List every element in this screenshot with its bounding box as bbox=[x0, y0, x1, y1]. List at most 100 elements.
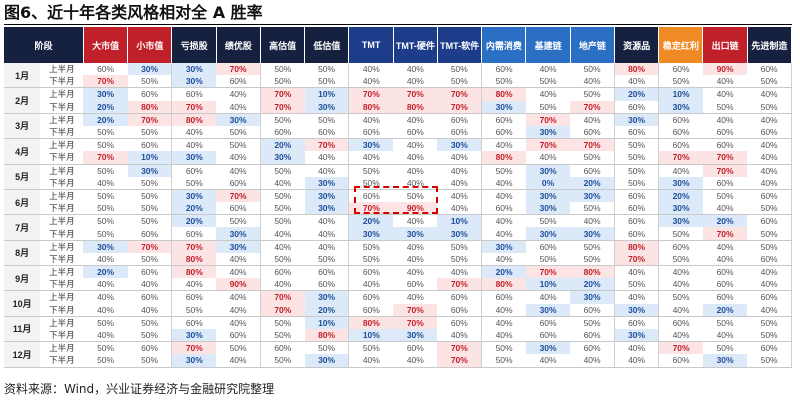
month-label: 10月 bbox=[4, 290, 41, 317]
win-rate-cell: 40% bbox=[304, 240, 350, 253]
win-rate-cell: 50% bbox=[570, 202, 615, 216]
win-rate-cell: 60% bbox=[393, 125, 438, 140]
win-rate-cell: 70% bbox=[171, 100, 217, 114]
win-rate-cell: 50% bbox=[97, 190, 115, 201]
win-rate-cell: 60% bbox=[481, 202, 526, 216]
win-rate-cell: 40% bbox=[304, 151, 350, 165]
win-rate-cell: 50% bbox=[348, 252, 394, 266]
win-rate-cell: 40% bbox=[348, 354, 394, 368]
win-rate-cell: 60% bbox=[570, 303, 615, 317]
win-rate-cell: 90% bbox=[216, 278, 261, 292]
half-label: 上半月 bbox=[40, 290, 84, 304]
win-rate-cell: 20% bbox=[260, 138, 305, 152]
table-row: 下半月 40% 50% 30% 60% 50% 80% 10% 30% 40% 40% 60% 60% 3… bbox=[4, 328, 793, 343]
win-rate-cell: 40% bbox=[672, 267, 690, 278]
win-rate-cell: 60% bbox=[614, 125, 660, 140]
win-rate-cell: 50% bbox=[437, 63, 483, 76]
win-rate-cell: 50% bbox=[83, 125, 128, 140]
win-rate-cell: 30% bbox=[525, 189, 571, 203]
win-rate-cell: 40% bbox=[702, 75, 748, 89]
win-rate-cell: 30% bbox=[437, 138, 483, 152]
win-rate-cell: 50% bbox=[171, 303, 217, 317]
win-rate-cell: 50% bbox=[525, 100, 571, 114]
win-rate-cell: 40% bbox=[393, 252, 438, 266]
win-rate-cell: 80% bbox=[171, 113, 217, 126]
win-rate-cell: 30% bbox=[525, 303, 571, 317]
win-rate-cell: 60% bbox=[702, 125, 748, 140]
half-label: 下半月 bbox=[40, 151, 84, 165]
win-rate-cell: 40% bbox=[216, 316, 261, 329]
win-rate-cell: 70% bbox=[525, 265, 571, 279]
win-rate-cell: 50% bbox=[614, 176, 660, 190]
win-rate-cell: 50% bbox=[274, 216, 292, 227]
win-rate-cell: 40% bbox=[525, 151, 571, 165]
win-rate-cell: 40% bbox=[747, 303, 793, 317]
win-rate-cell: 50% bbox=[525, 75, 571, 89]
win-rate-cell: 60% bbox=[348, 303, 394, 317]
win-rate-cell: 50% bbox=[260, 75, 305, 89]
win-rate-cell: 40% bbox=[437, 151, 483, 165]
win-rate-cell: 70% bbox=[658, 341, 703, 355]
half-label: 下半月 bbox=[40, 278, 84, 292]
win-rate-cell: 80% bbox=[127, 100, 173, 114]
win-rate-cell: 60% bbox=[495, 114, 513, 125]
win-rate-cell: 50% bbox=[216, 341, 261, 355]
win-rate-cell: 60% bbox=[127, 341, 173, 355]
win-rate-cell: 60% bbox=[304, 125, 350, 140]
win-rate-cell: 10% bbox=[304, 87, 350, 101]
win-rate-cell: 40% bbox=[406, 292, 424, 303]
win-rate-cell: 40% bbox=[702, 328, 748, 343]
win-rate-cell: 50% bbox=[570, 316, 615, 329]
win-rate-cell: 50% bbox=[274, 114, 292, 125]
table-row: 6月 上半月 50% 50% 30% 70% 50% 30% 60% 50% 40% 40% 30% 30… bbox=[4, 189, 793, 216]
win-rate-cell: 90% bbox=[702, 63, 748, 76]
win-rate-cell: 40% bbox=[481, 227, 526, 241]
win-rate-cell: 50% bbox=[260, 252, 305, 266]
win-rate-cell: 30% bbox=[525, 202, 571, 216]
win-rate-cell: 60% bbox=[274, 267, 292, 278]
win-rate-cell: 60% bbox=[716, 140, 734, 151]
win-rate-cell: 30% bbox=[614, 328, 660, 343]
win-rate-cell: 50% bbox=[362, 165, 380, 176]
header-col-10: 内需消费 bbox=[481, 27, 527, 63]
win-rate-cell: 40% bbox=[83, 278, 128, 292]
win-rate-cell: 40% bbox=[304, 164, 350, 177]
win-rate-cell: 40% bbox=[260, 176, 305, 190]
win-rate-cell: 70% bbox=[348, 87, 394, 101]
win-rate-cell: 20% bbox=[570, 278, 615, 292]
header-col-13: 资源品 bbox=[614, 27, 660, 63]
win-rate-cell: 40% bbox=[83, 176, 128, 190]
win-rate-cell: 40% bbox=[216, 265, 261, 279]
win-rate-cell: 60% bbox=[437, 113, 483, 126]
win-rate-cell: 60% bbox=[614, 214, 660, 228]
win-rate-cell: 30% bbox=[83, 240, 128, 253]
win-rate-cell: 20% bbox=[702, 303, 748, 317]
win-rate-cell: 70% bbox=[614, 252, 660, 266]
win-rate-cell: 30% bbox=[171, 63, 217, 76]
win-rate-cell: 30% bbox=[171, 151, 217, 165]
win-rate-cell: 60% bbox=[525, 328, 571, 343]
win-rate-cell: 60% bbox=[747, 341, 793, 355]
half-label: 上半月 bbox=[40, 316, 84, 329]
month-label: 2月 bbox=[4, 87, 41, 114]
win-rate-cell: 50% bbox=[716, 343, 734, 354]
win-rate-cell: 50% bbox=[127, 252, 173, 266]
win-rate-cell: 50% bbox=[702, 100, 748, 114]
win-rate-cell: 70% bbox=[260, 290, 305, 304]
month-label: 9月 bbox=[4, 265, 41, 292]
half-label: 下半月 bbox=[40, 303, 84, 317]
win-rate-cell: 0% bbox=[525, 176, 571, 190]
win-rate-cell: 20% bbox=[348, 214, 394, 228]
win-rate-cell: 50% bbox=[481, 354, 526, 368]
win-rate-cell: 30% bbox=[525, 341, 571, 355]
win-rate-cell: 50% bbox=[747, 227, 793, 241]
win-rate-cell: 40% bbox=[437, 202, 483, 216]
win-rate-cell: 50% bbox=[260, 328, 305, 343]
win-rate-cell: 10% bbox=[437, 214, 483, 228]
win-rate-cell: 50% bbox=[747, 354, 793, 368]
win-rate-cell: 40% bbox=[260, 278, 305, 292]
win-rate-cell: 40% bbox=[658, 328, 703, 343]
win-rate-cell: 60% bbox=[304, 265, 350, 279]
win-rate-cell: 70% bbox=[393, 303, 438, 317]
win-rate-cell: 80% bbox=[304, 328, 350, 343]
